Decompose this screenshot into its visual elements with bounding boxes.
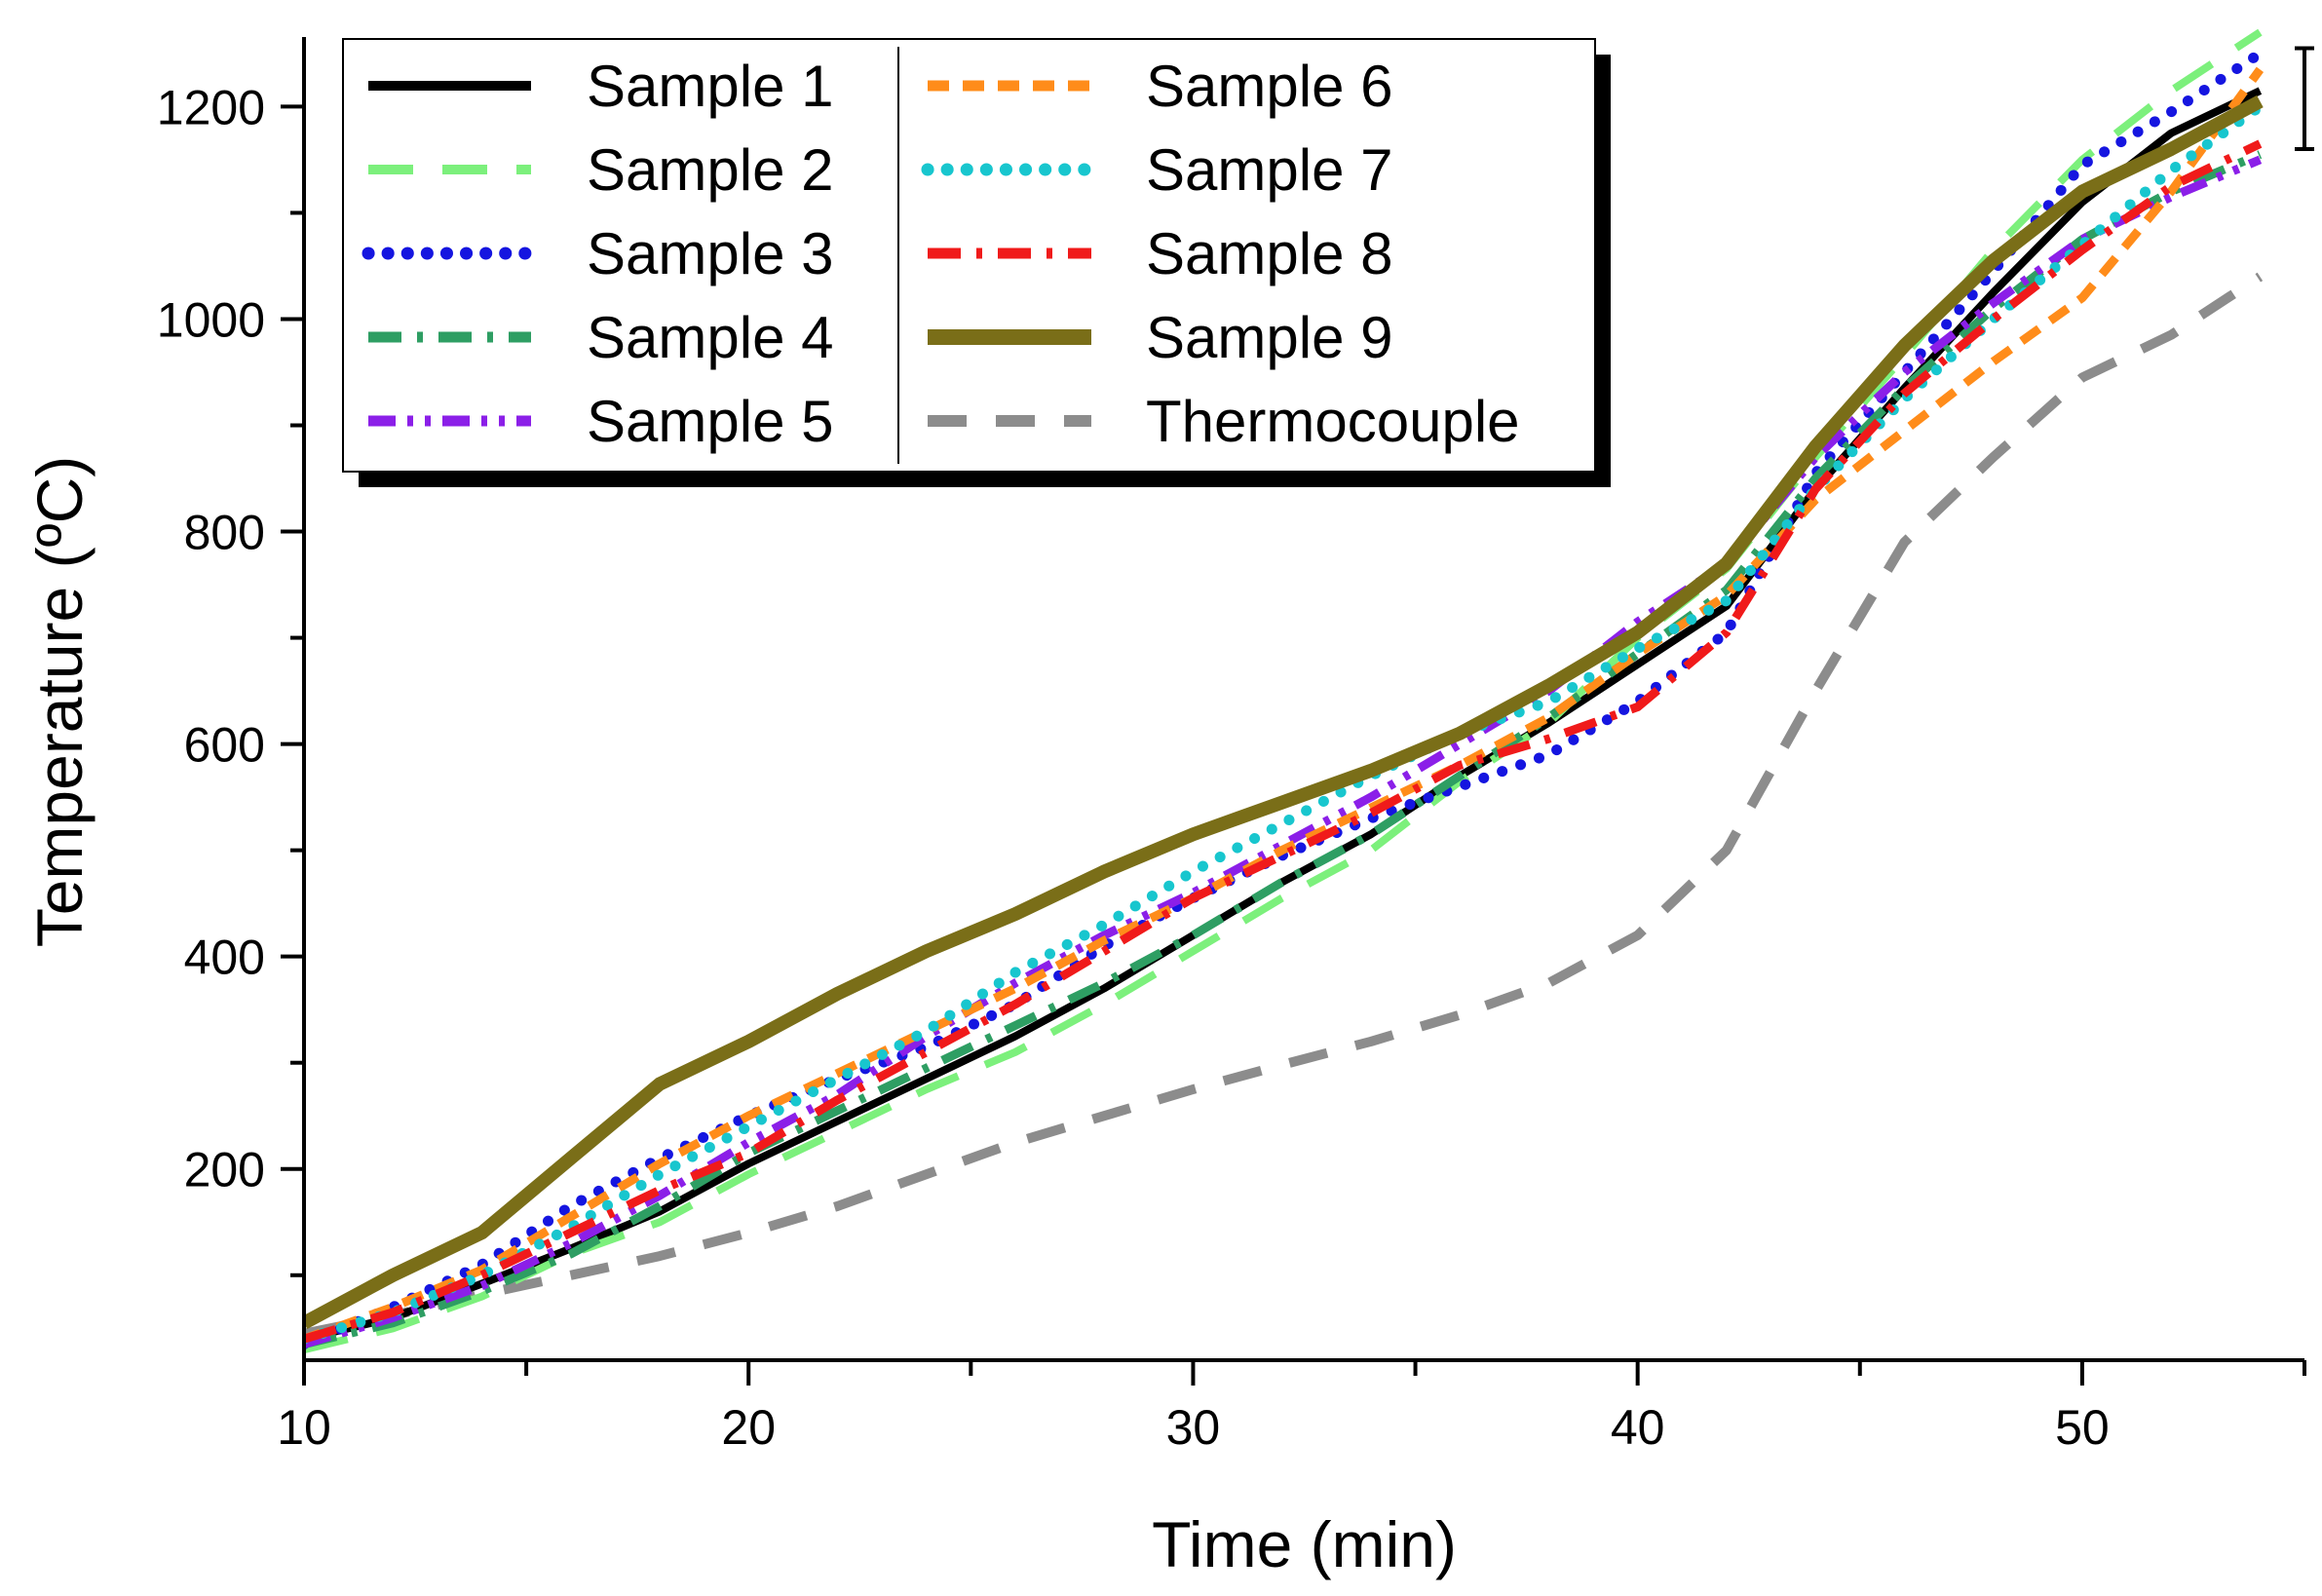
series-line-10 (304, 272, 2264, 1339)
legend-label-2: Sample 2 (587, 137, 833, 203)
legend-label-4: Sample 4 (587, 305, 833, 370)
series-line-3 (304, 48, 2265, 1350)
y-tick-label: 800 (184, 506, 265, 560)
legend-label-6: Sample 6 (1146, 54, 1392, 119)
x-tick-label: 30 (1166, 1400, 1221, 1455)
legend: Sample 1 Sample 2 Sample 3 Sample 4 Sample 5… (342, 38, 1611, 487)
y-tick-label: 600 (184, 718, 265, 773)
series-line-4 (304, 150, 2263, 1349)
x-tick-label: 50 (2055, 1400, 2110, 1455)
legend-label-3: Sample 3 (587, 221, 833, 286)
legend-label-5: Sample 5 (587, 389, 833, 454)
legend-label-7: Sample 7 (1146, 137, 1392, 203)
x-axis-title: Time (min) (1152, 1508, 1457, 1580)
legend-label-8: Sample 8 (1146, 221, 1392, 286)
series-line-6 (304, 66, 2265, 1344)
y-axis-title: Temperature (ºC) (23, 456, 95, 948)
x-tick-label: 40 (1611, 1400, 1665, 1455)
y-tick-label: 1200 (157, 80, 265, 134)
x-tick-label: 20 (721, 1400, 776, 1455)
y-tick-label: 200 (184, 1143, 265, 1197)
x-tick-label: 10 (277, 1400, 331, 1455)
series-line-8 (304, 139, 2263, 1344)
series-line-9 (304, 95, 2264, 1329)
series-line-5 (304, 155, 2263, 1349)
legend-label-9: Sample 9 (1146, 305, 1392, 370)
y-tick-label: 400 (184, 931, 265, 985)
y-tick-label: 1000 (157, 292, 265, 347)
legend-label-1: Sample 1 (587, 54, 833, 119)
legend-label-10: Thermocouple (1146, 389, 1520, 454)
axes: 10 20 30 40 50 200 400 600 800 1000 1200 (157, 37, 2314, 1455)
plot-lines (304, 28, 2265, 1353)
series-line-7 (304, 100, 2265, 1345)
legend-box (342, 38, 1596, 473)
